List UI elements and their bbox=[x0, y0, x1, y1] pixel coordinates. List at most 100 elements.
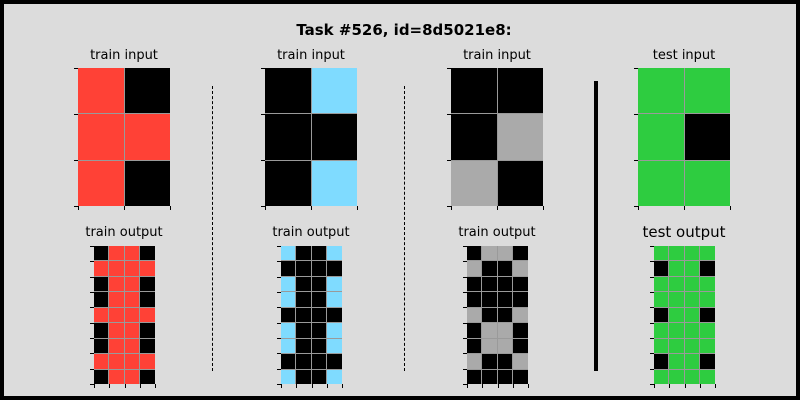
axis-tick bbox=[276, 384, 281, 385]
axis-tick bbox=[276, 338, 281, 339]
grid-cell bbox=[684, 276, 699, 292]
grid-cell bbox=[482, 323, 497, 338]
axis-tick bbox=[108, 384, 110, 388]
input-grid bbox=[265, 68, 357, 206]
grid-cell bbox=[311, 114, 357, 160]
output-grid bbox=[93, 246, 155, 384]
grid-cell bbox=[497, 369, 512, 384]
grid-cell bbox=[311, 323, 326, 338]
axis-tick bbox=[311, 206, 312, 210]
grid-cell bbox=[497, 292, 512, 307]
axis-tick bbox=[276, 307, 281, 308]
grid-cell bbox=[653, 292, 668, 307]
grid-cell bbox=[482, 276, 497, 292]
axis-tick bbox=[74, 160, 78, 161]
grid-cell bbox=[327, 323, 342, 338]
grid-cell bbox=[513, 354, 528, 369]
grid-cell bbox=[327, 261, 342, 276]
grid-cell bbox=[653, 261, 668, 276]
test-separator bbox=[594, 81, 598, 371]
grid-cell bbox=[109, 276, 124, 292]
grid-cell bbox=[513, 261, 528, 276]
axis-tick bbox=[89, 338, 94, 339]
grid-cell bbox=[638, 160, 684, 206]
grid-cell bbox=[124, 354, 139, 369]
grid-cell bbox=[466, 246, 481, 261]
grid-cell bbox=[669, 276, 684, 292]
grid-cell bbox=[684, 307, 699, 323]
output-label: train output bbox=[272, 225, 350, 240]
grid-cell bbox=[296, 354, 311, 369]
axis-tick bbox=[447, 114, 451, 115]
grid-cell bbox=[311, 261, 326, 276]
grid-cell bbox=[513, 246, 528, 261]
grid-cell bbox=[653, 323, 668, 338]
axis-tick bbox=[649, 246, 654, 247]
grid-cell bbox=[684, 354, 699, 369]
axis-tick bbox=[462, 307, 467, 308]
output-label: train output bbox=[85, 225, 163, 240]
grid-cell bbox=[296, 292, 311, 307]
grid-cell bbox=[124, 246, 139, 261]
axis-tick bbox=[634, 160, 638, 161]
grid-cell bbox=[513, 338, 528, 354]
grid-cell bbox=[140, 246, 155, 261]
grid-cell bbox=[700, 323, 715, 338]
axis-tick bbox=[543, 206, 544, 210]
grid-cell bbox=[311, 246, 326, 261]
grid-cell bbox=[140, 276, 155, 292]
grid-cell bbox=[327, 369, 342, 384]
axis-tick bbox=[481, 384, 483, 388]
output-label: train output bbox=[458, 225, 536, 240]
axis-tick bbox=[89, 323, 94, 324]
axis-tick bbox=[276, 323, 281, 324]
axis-tick bbox=[634, 68, 638, 69]
axis-tick bbox=[74, 206, 78, 207]
axis-tick bbox=[649, 338, 654, 339]
grid-cell bbox=[482, 246, 497, 261]
grid-cell bbox=[700, 369, 715, 384]
grid-cell bbox=[93, 292, 108, 307]
grid-cell bbox=[669, 338, 684, 354]
axis-tick bbox=[89, 261, 94, 262]
axis-tick bbox=[261, 160, 265, 161]
grid-cell bbox=[497, 307, 512, 323]
grid-cell bbox=[280, 338, 295, 354]
grid-cell bbox=[513, 276, 528, 292]
grid-cell bbox=[482, 292, 497, 307]
grid-cell bbox=[327, 338, 342, 354]
axis-tick bbox=[261, 206, 265, 207]
axis-tick bbox=[634, 114, 638, 115]
axis-tick bbox=[649, 353, 654, 354]
grid-cell bbox=[669, 354, 684, 369]
grid-cell bbox=[296, 369, 311, 384]
output-grid bbox=[280, 246, 342, 384]
grid-cell bbox=[109, 338, 124, 354]
grid-cell bbox=[296, 246, 311, 261]
grid-cell bbox=[124, 338, 139, 354]
grid-cell bbox=[140, 369, 155, 384]
grid-cell bbox=[93, 323, 108, 338]
input-label: train input bbox=[90, 48, 158, 63]
axis-tick bbox=[154, 384, 156, 388]
axis-tick bbox=[89, 307, 94, 308]
axis-tick bbox=[649, 307, 654, 308]
grid-cell bbox=[669, 369, 684, 384]
grid-cell bbox=[124, 276, 139, 292]
grid-cell bbox=[482, 307, 497, 323]
grid-cell bbox=[140, 261, 155, 276]
grid-cell bbox=[265, 114, 311, 160]
axis-tick bbox=[714, 384, 716, 388]
grid-cell bbox=[638, 68, 684, 114]
grid-cell bbox=[280, 369, 295, 384]
grid-cell bbox=[451, 160, 497, 206]
axis-tick bbox=[124, 384, 126, 388]
grid-cell bbox=[684, 292, 699, 307]
input-label: train input bbox=[277, 48, 345, 63]
grid-cell bbox=[513, 307, 528, 323]
grid-cell bbox=[311, 292, 326, 307]
grid-cell bbox=[124, 114, 170, 160]
grid-cell bbox=[140, 354, 155, 369]
grid-cell bbox=[109, 323, 124, 338]
axis-tick bbox=[462, 353, 467, 354]
